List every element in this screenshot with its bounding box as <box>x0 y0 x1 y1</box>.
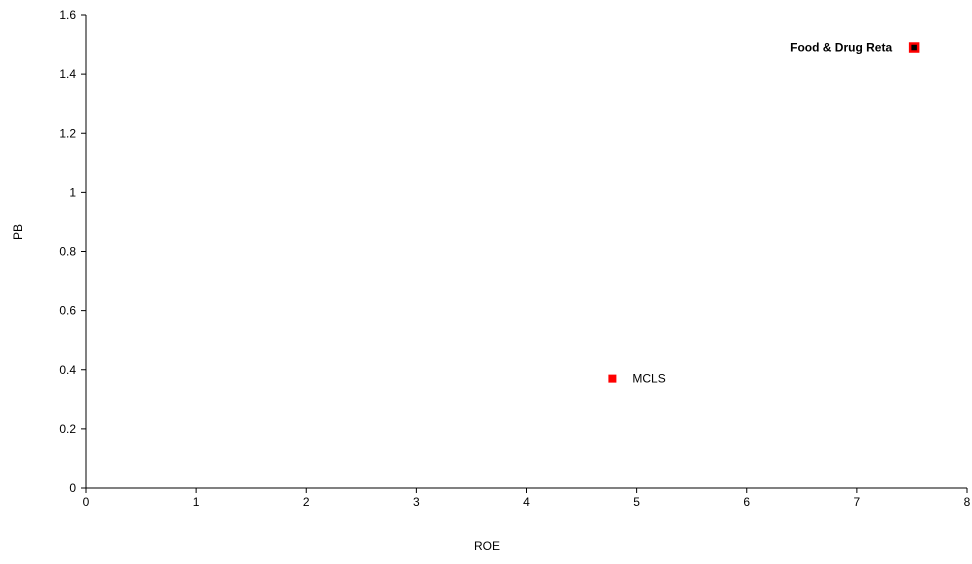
y-tick-label: 1.4 <box>59 67 76 81</box>
x-tick-label: 3 <box>413 495 420 509</box>
data-point <box>608 374 617 383</box>
y-tick-label: 1 <box>69 185 76 199</box>
x-tick-label: 7 <box>854 495 861 509</box>
y-tick-label: 0.6 <box>59 304 76 318</box>
y-tick-label: 0.4 <box>59 363 76 377</box>
data-point-label: MCLS <box>632 372 665 386</box>
x-tick-label: 0 <box>83 495 90 509</box>
data-point-label: Food & Drug Reta <box>790 41 892 55</box>
y-tick-label: 0 <box>69 481 76 495</box>
y-tick-label: 1.2 <box>59 126 76 140</box>
x-tick-label: 2 <box>303 495 310 509</box>
y-axis-title: PB <box>11 224 25 240</box>
y-tick-label: 1.6 <box>59 8 76 22</box>
y-tick-label: 0.8 <box>59 245 76 259</box>
x-tick-label: 6 <box>743 495 750 509</box>
y-tick-label: 0.2 <box>59 422 76 436</box>
data-points: MCLS Food & Drug Reta <box>608 41 920 386</box>
x-axis-title: ROE <box>474 539 500 553</box>
data-point <box>908 42 920 53</box>
axes: 0 0.2 0.4 0.6 0.8 1 1.2 1.4 1.6 0 1 2 3 4 5 6 7 8 <box>59 8 970 509</box>
x-tick-label: 5 <box>633 495 640 509</box>
x-tick-label: 8 <box>964 495 971 509</box>
x-tick-label: 4 <box>523 495 530 509</box>
x-tick-label: 1 <box>193 495 200 509</box>
